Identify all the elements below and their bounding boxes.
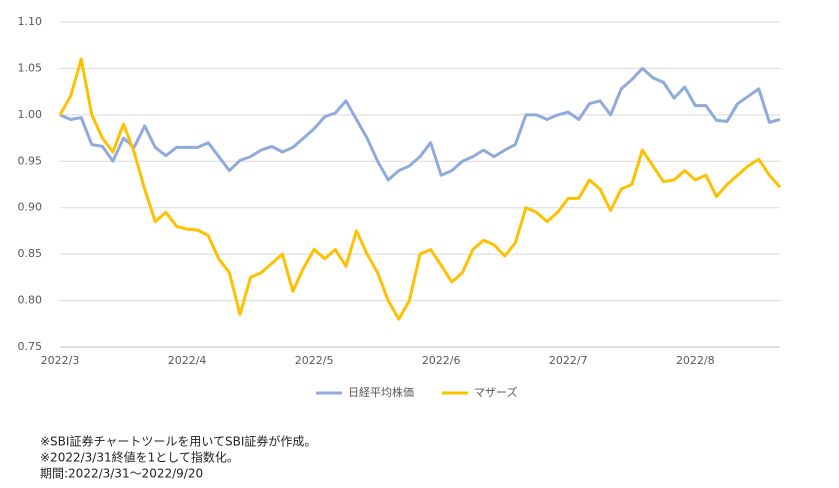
x-tick-label: 2022/7	[549, 354, 588, 367]
series-line	[59, 66, 781, 182]
y-tick-label: 0.90	[18, 201, 43, 214]
note: ※SBI証券チャートツールを用いてSBI証券が作成。	[40, 434, 316, 449]
y-tick-label: 0.85	[18, 247, 43, 260]
legend-label: マザーズ	[474, 385, 517, 399]
y-tick-label: 0.95	[18, 154, 43, 167]
series-line	[58, 57, 782, 321]
y-tick-label: 0.80	[18, 294, 43, 307]
y-tick-label: 1.00	[18, 108, 43, 121]
y-tick-label: 1.10	[18, 15, 43, 28]
legend-label: 日経平均株価	[348, 385, 414, 399]
note: ※2022/3/31終値を1として指数化。	[40, 450, 239, 465]
x-tick-label: 2022/6	[422, 354, 461, 367]
x-tick-label: 2022/5	[295, 354, 334, 367]
y-tick-label: 0.75	[18, 340, 43, 353]
x-tick-label: 2022/8	[676, 354, 715, 367]
note: 期間:2022/3/31～2022/9/20	[40, 467, 203, 481]
y-tick-label: 1.05	[18, 61, 43, 74]
x-tick-label: 2022/4	[168, 354, 207, 367]
x-tick-label: 2022/3	[41, 354, 80, 367]
